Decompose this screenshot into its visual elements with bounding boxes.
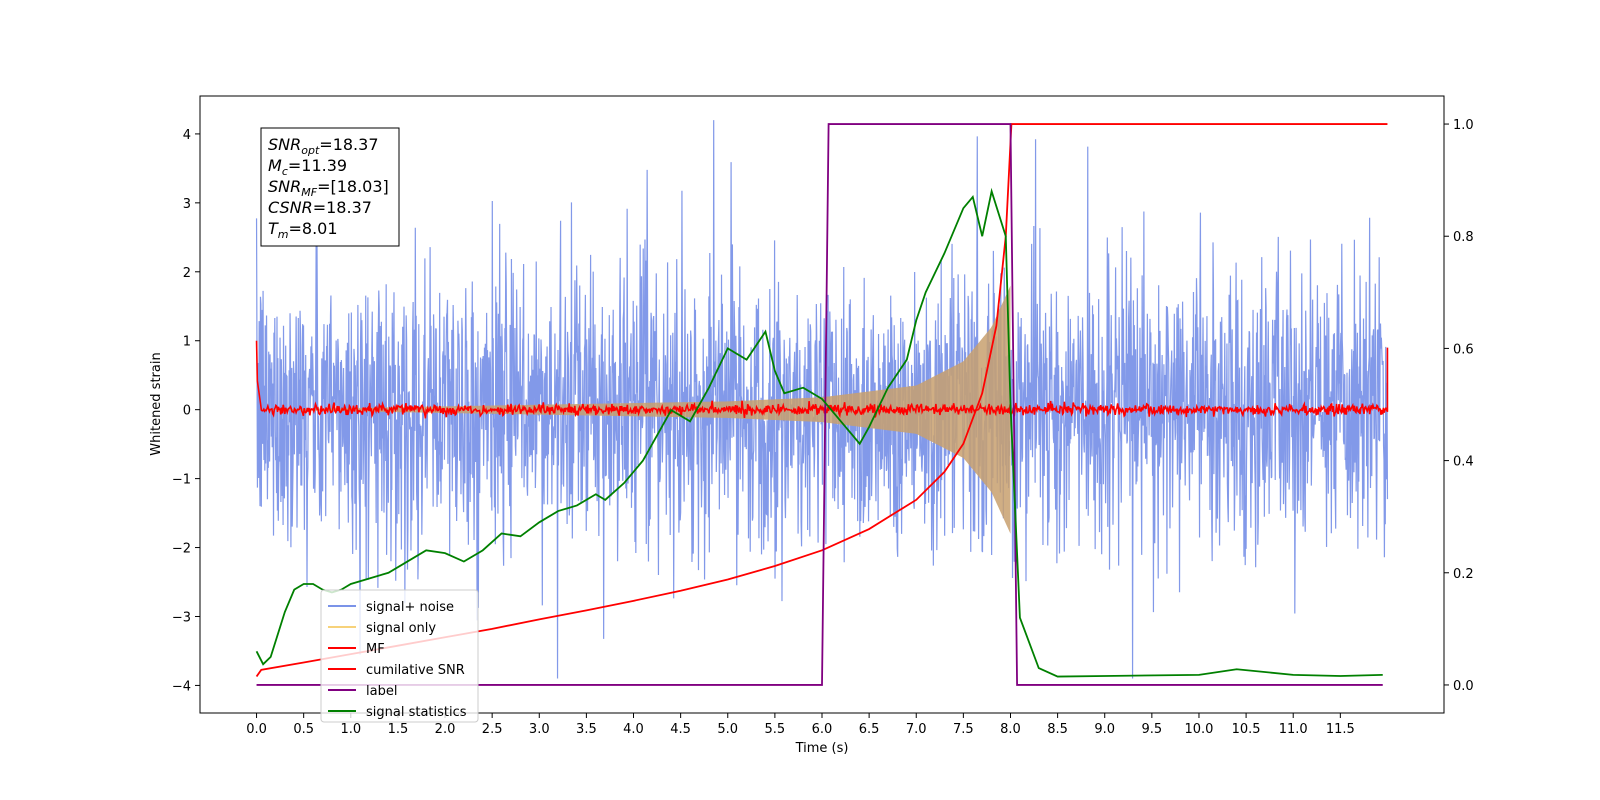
y-right-tick-label: 0.6 <box>1453 342 1474 357</box>
legend-label: cumilative SNR <box>366 663 465 678</box>
legend-label: label <box>366 684 397 699</box>
y-left-tick-label: −3 <box>172 610 191 625</box>
series-label <box>256 123 1383 686</box>
y-left-tick-label: 3 <box>183 197 191 212</box>
legend-label: signal statistics <box>366 705 467 720</box>
y-left-tick-label: 4 <box>183 128 191 143</box>
legend-label: signal+ noise <box>366 600 454 615</box>
x-tick-label: 0.5 <box>293 722 314 737</box>
axes-layer: 0.0 0.5 1.0 1.5 2.0 2.5 3.0 3.5 4.0 4.5 5.0 5.5 6.0 6… <box>172 118 1474 737</box>
y-left-tick-label: −4 <box>172 679 191 694</box>
y-axis-label: Whitened strain <box>149 352 164 455</box>
x-tick-label: 3.0 <box>529 722 550 737</box>
y-left-tick-label: 2 <box>183 266 191 281</box>
y-right-tick-label: 0.2 <box>1453 567 1474 582</box>
x-tick-label: 5.0 <box>717 722 738 737</box>
y-left-tick-label: 1 <box>183 335 191 350</box>
x-tick-label: 11.0 <box>1279 722 1308 737</box>
series-signal-statistics <box>255 187 1383 678</box>
x-tick-label: 9.0 <box>1094 722 1115 737</box>
y-left-tick-label: 0 <box>183 404 191 419</box>
x-tick-label: 11.5 <box>1326 722 1355 737</box>
y-left-tick-label: −2 <box>172 542 191 557</box>
annotation-line: SNRopt=18.37 <box>268 135 379 157</box>
x-tick-label: 8.0 <box>1000 722 1021 737</box>
y-left-tick-label: −1 <box>172 473 191 488</box>
x-tick-label: 7.5 <box>953 722 974 737</box>
x-tick-label: 7.0 <box>906 722 927 737</box>
y-right-tick-label: 1.0 <box>1453 118 1474 133</box>
legend: signal+ noise signal only MF cumilative SNR… <box>320 589 479 723</box>
legend-label: signal only <box>366 621 436 636</box>
x-tick-label: 3.5 <box>576 722 597 737</box>
x-axis-label: Time (s) <box>795 741 849 756</box>
y-right-tick-label: 0.4 <box>1453 455 1474 470</box>
x-tick-label: 0.0 <box>246 722 267 737</box>
y-right-tick-label: 0.0 <box>1453 679 1474 694</box>
x-tick-label: 8.5 <box>1047 722 1068 737</box>
x-tick-label: 6.0 <box>812 722 833 737</box>
x-tick-label: 4.5 <box>670 722 691 737</box>
x-tick-label: 1.5 <box>388 722 409 737</box>
legend-label: MF <box>366 642 385 657</box>
series-mf <box>255 340 1389 419</box>
x-tick-label: 5.5 <box>765 722 786 737</box>
stats-annotation: SNRopt=18.37Mc=11.39SNRMF=[18.03]CSNR=18… <box>260 127 400 247</box>
x-tick-label: 2.0 <box>435 722 456 737</box>
series-signal-noise <box>255 120 1389 679</box>
x-tick-label: 1.0 <box>340 722 361 737</box>
x-tick-label: 6.5 <box>859 722 880 737</box>
x-tick-label: 9.5 <box>1142 722 1163 737</box>
annotation-line: SNRMF=[18.03] <box>268 177 389 199</box>
legend-frame <box>320 589 479 723</box>
x-tick-label: 10.0 <box>1184 722 1213 737</box>
annotation-line: Mc=11.39 <box>268 156 347 178</box>
x-tick-label: 10.5 <box>1232 722 1261 737</box>
x-tick-label: 2.5 <box>482 722 503 737</box>
y-right-tick-label: 0.8 <box>1453 230 1474 245</box>
annotation-frame <box>260 127 400 247</box>
annotation-line: Tm=8.01 <box>268 219 338 241</box>
x-tick-label: 4.0 <box>623 722 644 737</box>
annotation-line: CSNR=18.37 <box>268 198 372 217</box>
